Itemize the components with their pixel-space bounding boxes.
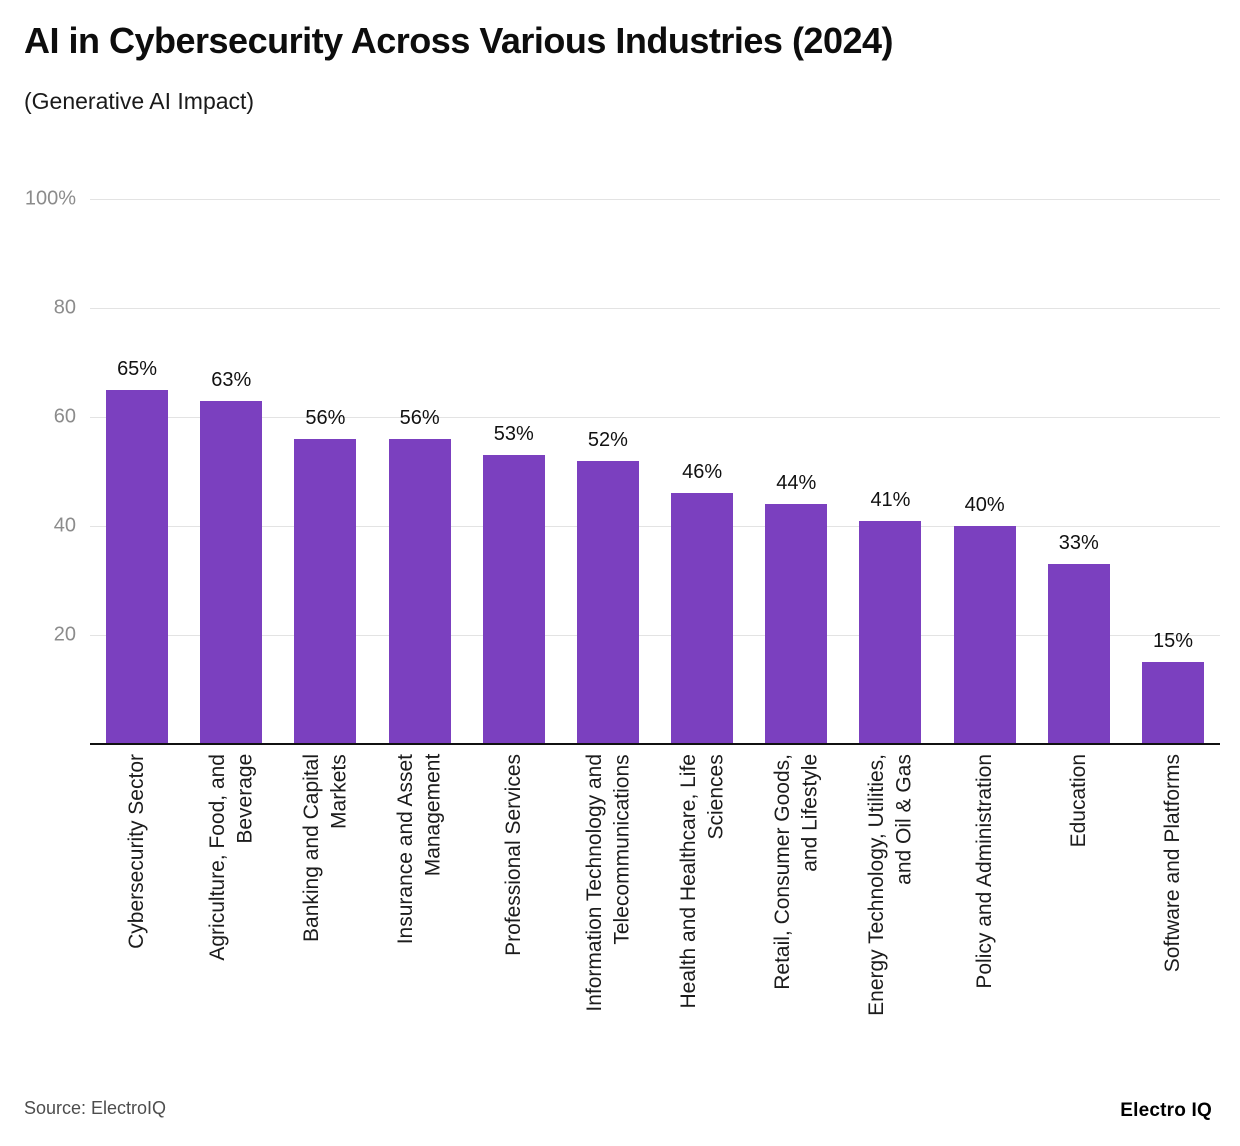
bar-value-label: 65% xyxy=(117,357,158,380)
x-label-slot: Software and Platforms xyxy=(1126,754,1220,972)
x-axis-label: Cybersecurity Sector xyxy=(125,754,149,949)
x-label-slot: Health and Healthcare, Life Sciences xyxy=(655,754,749,1009)
source-note: Source: ElectroIQ xyxy=(24,1098,167,1118)
x-label-slot: Cybersecurity Sector xyxy=(90,754,184,949)
x-label-slot: Retail, Consumer Goods, and Lifestyle xyxy=(749,754,843,990)
bar-group: 40% xyxy=(938,494,1032,744)
bar-value-label: 46% xyxy=(682,461,723,484)
bar xyxy=(765,504,828,744)
x-axis-label: Information Technology and Telecommunica… xyxy=(582,754,633,1012)
x-labels-row: Cybersecurity Sector Agriculture, Food, a… xyxy=(90,754,1220,1016)
bar-group: 41% xyxy=(843,489,937,744)
bar xyxy=(388,438,451,744)
x-label-slot: Agriculture, Food, and Beverage xyxy=(184,754,278,961)
gridline xyxy=(90,417,1220,418)
bar-value-label: 53% xyxy=(493,423,534,446)
bar-group: 56% xyxy=(278,407,372,744)
gridline xyxy=(90,635,1220,636)
x-axis-label: Professional Services xyxy=(502,754,526,956)
x-label-slot: Energy Technology, Utilities, and Oil & … xyxy=(843,754,937,1016)
bar xyxy=(294,438,357,744)
bar-value-label: 41% xyxy=(870,488,911,511)
bar-group: 53% xyxy=(467,423,561,744)
bar-value-label: 56% xyxy=(399,406,440,429)
chart-subtitle: (Generative AI Impact) xyxy=(24,88,255,114)
bar-group: 65% xyxy=(90,358,184,744)
bar-group: 44% xyxy=(749,472,843,744)
x-axis-label: Health and Healthcare, Life Sciences xyxy=(676,754,728,1009)
x-label-slot: Education xyxy=(1032,754,1126,847)
x-axis-label: Banking and Capital Markets xyxy=(300,754,351,942)
y-tick-label: 80 xyxy=(53,296,76,319)
bar xyxy=(859,520,922,744)
x-label-slot: Professional Services xyxy=(467,754,561,956)
gridline xyxy=(90,308,1220,309)
bar-value-label: 56% xyxy=(305,406,346,429)
x-axis-label: Policy and Administration xyxy=(972,754,996,989)
bar-group: 46% xyxy=(655,461,749,744)
bar-value-label: 40% xyxy=(964,494,1005,516)
x-label-slot: Policy and Administration xyxy=(938,754,1032,989)
bar xyxy=(953,526,1016,744)
gridline xyxy=(90,199,1220,200)
y-tick-label: 20 xyxy=(53,623,76,646)
bar-value-label: 52% xyxy=(587,428,628,451)
bar xyxy=(671,493,734,744)
x-axis-label: Agriculture, Food, and Beverage xyxy=(205,754,257,961)
bar xyxy=(1047,564,1110,744)
x-label-slot: Banking and Capital Markets xyxy=(278,754,372,942)
y-tick-label: 40 xyxy=(53,514,76,537)
x-axis-label: Retail, Consumer Goods, and Lifestyle xyxy=(770,754,822,990)
bar-value-label: 44% xyxy=(776,472,817,495)
x-axis-label: Education xyxy=(1067,754,1091,848)
y-tick-label: 100% xyxy=(24,187,76,210)
bar xyxy=(200,400,263,744)
x-label-slot: Insurance and Asset Management xyxy=(373,754,467,944)
gridline xyxy=(90,526,1220,527)
x-axis-label: Insurance and Asset Management xyxy=(394,754,445,945)
bar xyxy=(482,455,545,744)
x-axis-line xyxy=(90,743,1220,745)
bars-row: 65% 63% 56% 56% 53% 52% 46% 44% 41% 40% 33% 15% xyxy=(90,199,1220,744)
bar-group: 52% xyxy=(561,429,655,744)
bar-group: 15% xyxy=(1126,630,1220,744)
bar xyxy=(106,389,169,744)
bar xyxy=(1141,662,1204,744)
x-axis-label: Software and Platforms xyxy=(1161,754,1185,973)
bar-group: 56% xyxy=(373,407,467,744)
brand-logo: Electro IQ xyxy=(1120,1100,1212,1121)
plot-area: 65% 63% 56% 56% 53% 52% 46% 44% 41% 40% 33% 15% xyxy=(90,199,1220,745)
bar xyxy=(576,460,639,744)
bar-group: 63% xyxy=(184,369,278,744)
bar-value-label: 33% xyxy=(1058,532,1099,555)
x-label-slot: Information Technology and Telecommunica… xyxy=(561,754,655,1012)
y-tick-label: 60 xyxy=(53,405,76,428)
bar-group: 33% xyxy=(1032,532,1126,744)
bar-value-label: 15% xyxy=(1152,630,1193,653)
y-axis: 100% 80 60 40 20 xyxy=(0,188,76,744)
chart-title: AI in Cybersecurity Across Various Indus… xyxy=(24,20,894,61)
bar-value-label: 63% xyxy=(211,368,252,391)
x-axis-label: Energy Technology, Utilities, and Oil & … xyxy=(865,754,916,1016)
